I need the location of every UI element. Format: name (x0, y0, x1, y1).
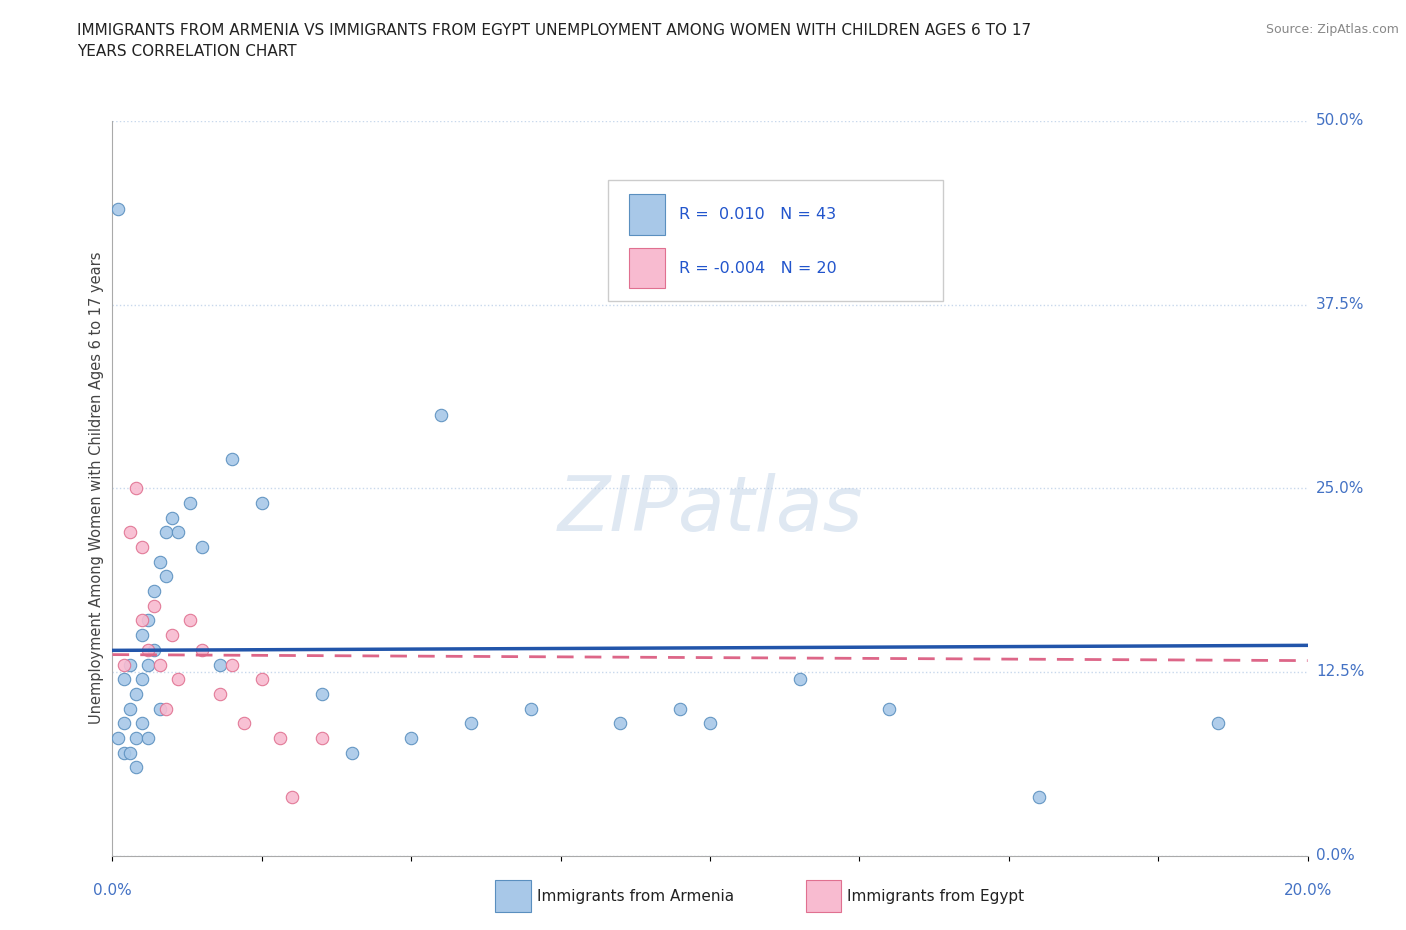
Point (221, 658, 243, 672)
Text: 0.0%: 0.0% (1316, 848, 1354, 863)
Point (131, 716, 153, 731)
Point (143, 598, 166, 613)
Point (125, 686, 148, 701)
Point (125, 760, 148, 775)
Point (138, 731, 160, 746)
Point (209, 686, 232, 701)
Point (125, 731, 148, 746)
Point (162, 628, 183, 643)
Point (155, 569, 177, 584)
Point (114, 716, 135, 731)
Text: Source: ZipAtlas.com: Source: ZipAtlas.com (1265, 23, 1399, 36)
Point (281, 790, 304, 804)
Point (131, 613, 153, 628)
Point (167, 671, 190, 686)
Bar (628, 194, 665, 234)
Point (340, 745, 363, 760)
Point (401, 731, 423, 746)
Point (162, 511, 183, 525)
Point (138, 643, 160, 658)
Text: 0.0%: 0.0% (93, 884, 132, 898)
Point (669, 701, 692, 716)
Point (699, 716, 721, 731)
Point (1028, 790, 1050, 804)
Point (114, 671, 135, 686)
Point (155, 525, 177, 539)
Point (143, 643, 166, 658)
Point (120, 745, 142, 760)
Text: 25.0%: 25.0% (1316, 481, 1364, 496)
Y-axis label: Unemployment Among Women with Children Ages 6 to 17 years: Unemployment Among Women with Children A… (89, 252, 104, 724)
Point (143, 584, 166, 599)
Text: 37.5%: 37.5% (1316, 297, 1364, 312)
Point (125, 481, 148, 496)
Point (311, 686, 333, 701)
Text: R = -0.004   N = 20: R = -0.004 N = 20 (679, 260, 837, 275)
Point (179, 496, 201, 511)
Point (250, 671, 273, 686)
Point (114, 745, 135, 760)
Point (155, 701, 177, 716)
Text: ZIPatlas: ZIPatlas (557, 473, 863, 547)
Point (138, 658, 160, 672)
Text: IMMIGRANTS FROM ARMENIA VS IMMIGRANTS FROM EGYPT UNEMPLOYMENT AMONG WOMEN WITH C: IMMIGRANTS FROM ARMENIA VS IMMIGRANTS FR… (77, 23, 1032, 60)
Point (520, 701, 543, 716)
Point (167, 525, 190, 539)
Point (149, 701, 172, 716)
Text: 50.0%: 50.0% (1316, 113, 1364, 128)
Point (179, 613, 201, 628)
Point (221, 451, 243, 466)
Point (120, 658, 142, 672)
Point (131, 539, 153, 554)
Point (209, 658, 232, 672)
Point (131, 671, 153, 686)
Point (191, 643, 214, 658)
Text: 20.0%: 20.0% (1284, 884, 1331, 898)
Bar (628, 248, 665, 288)
Point (789, 671, 811, 686)
Bar (495, 880, 531, 912)
Point (269, 731, 291, 746)
Point (149, 658, 172, 672)
Text: Immigrants from Armenia: Immigrants from Armenia (537, 888, 734, 904)
Point (138, 613, 160, 628)
Point (233, 716, 256, 731)
Point (107, 202, 129, 217)
Text: R =  0.010   N = 43: R = 0.010 N = 43 (679, 207, 837, 222)
Point (131, 628, 153, 643)
Point (191, 539, 214, 554)
Text: 12.5%: 12.5% (1316, 664, 1364, 680)
Point (1206, 716, 1229, 731)
Point (114, 658, 135, 672)
FancyBboxPatch shape (609, 179, 943, 301)
Point (120, 701, 142, 716)
Bar (806, 880, 842, 912)
Point (107, 731, 129, 746)
Point (120, 525, 142, 539)
Point (460, 716, 482, 731)
Point (879, 701, 901, 716)
Point (430, 407, 453, 422)
Point (311, 731, 333, 746)
Text: Immigrants from Egypt: Immigrants from Egypt (848, 888, 1025, 904)
Point (149, 554, 172, 569)
Point (609, 716, 631, 731)
Point (250, 496, 273, 511)
